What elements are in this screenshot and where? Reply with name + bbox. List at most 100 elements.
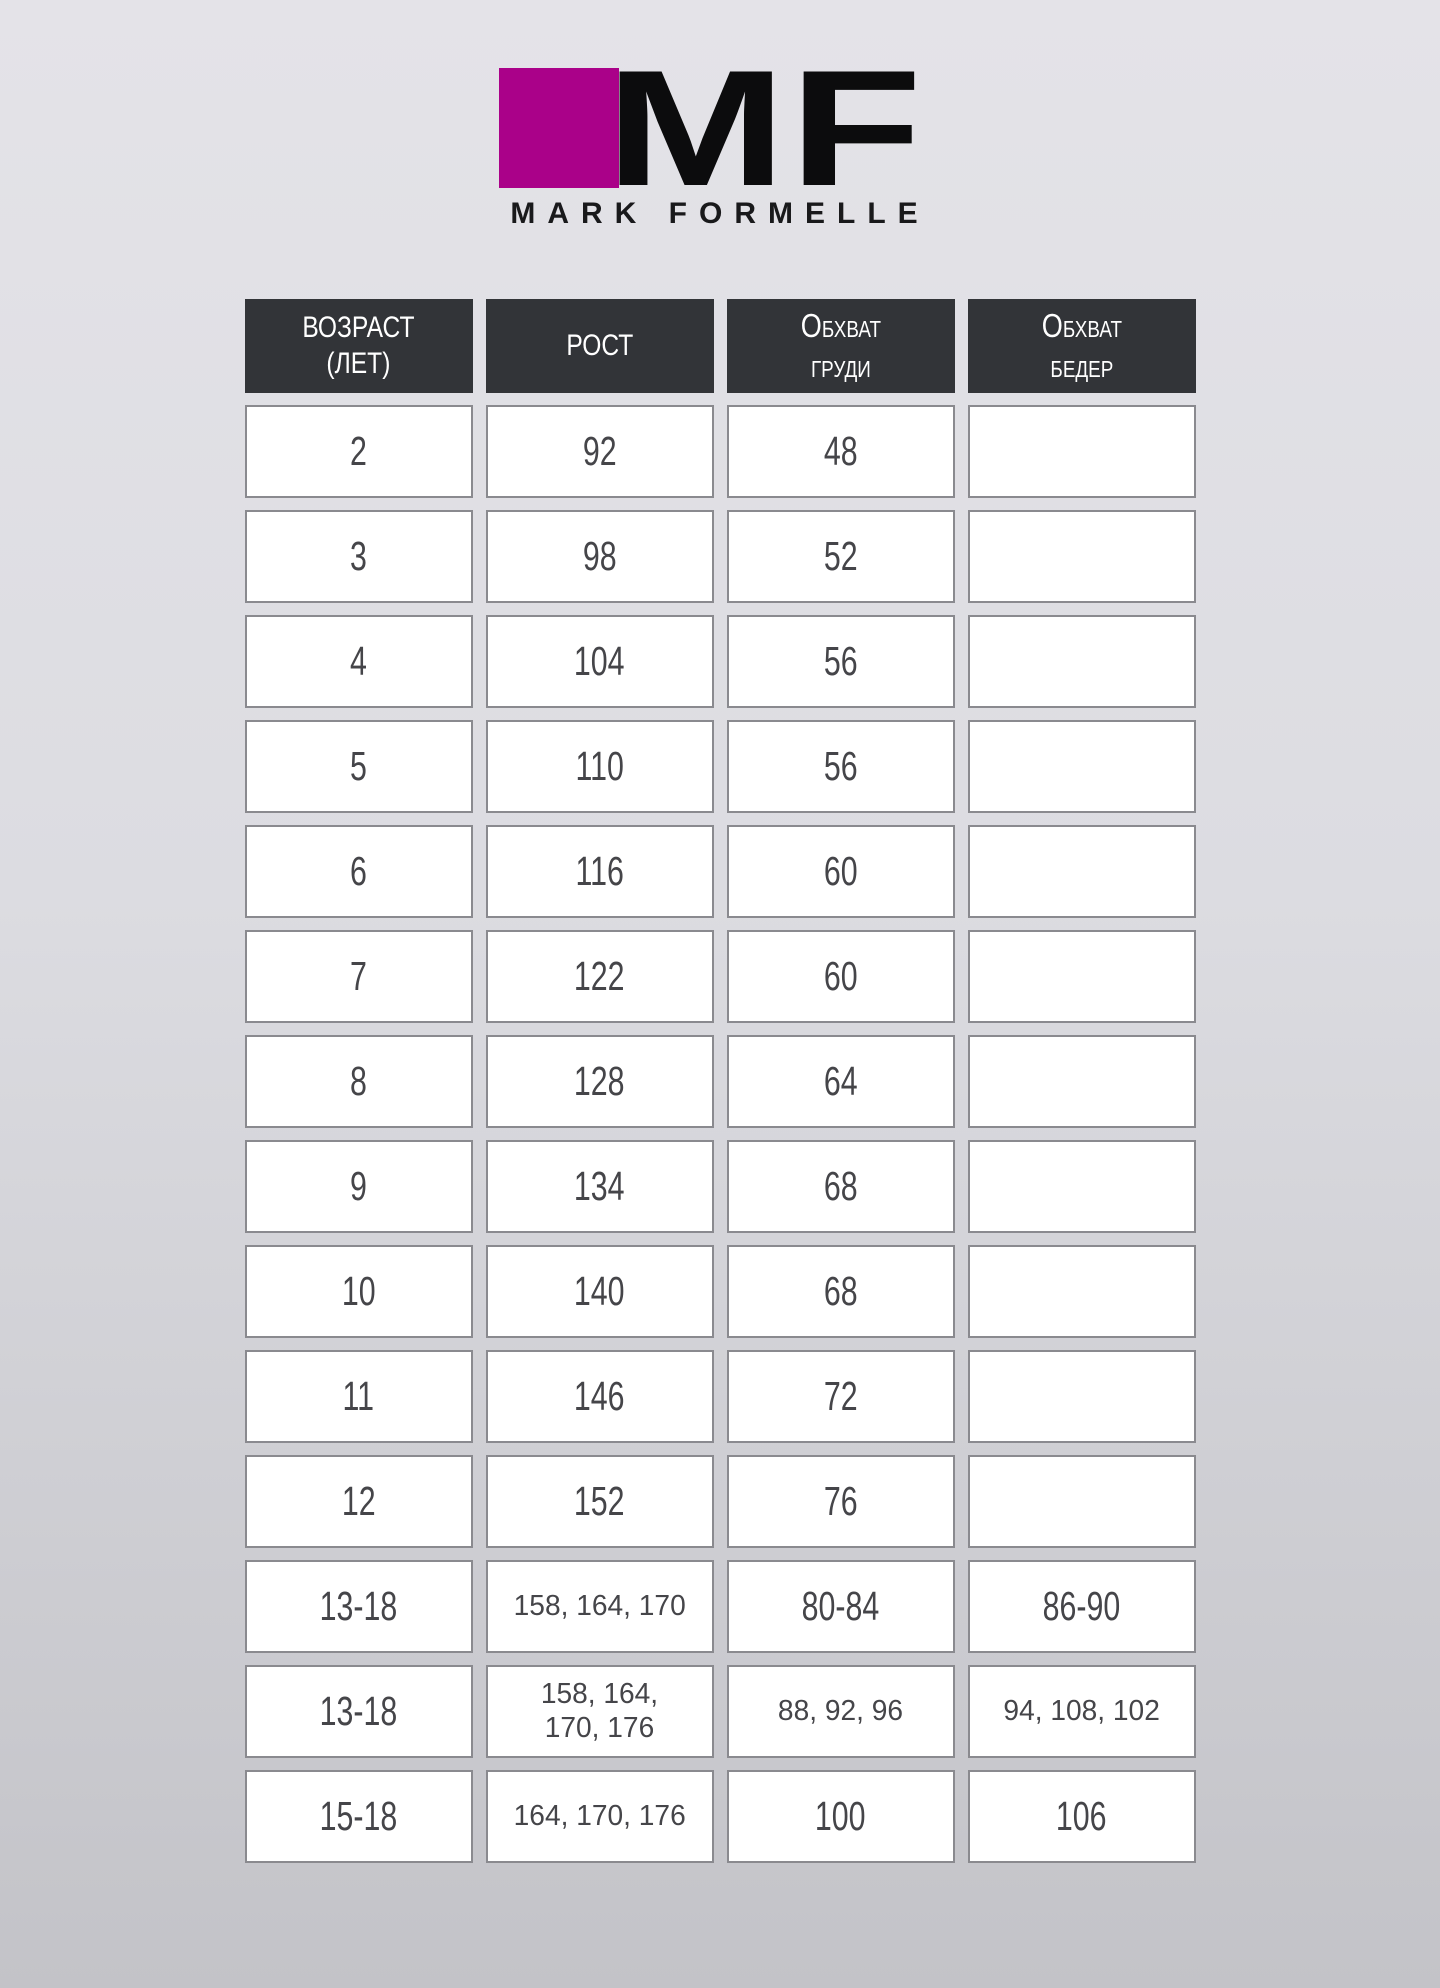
column-header-label: РОСТ [566,329,633,362]
table-cell-value: 56 [823,742,858,789]
column-header-label: ВОЗРАСТ (ЛЕТ) [302,311,415,380]
table-cell-r4-c1: 5 [244,720,473,813]
table-cell-value: 68 [823,1162,858,1209]
table-cell-value: 3 [350,532,367,579]
table-cell-r9-c4 [967,1245,1196,1338]
column-header-1: ВОЗРАСТ (ЛЕТ) [244,299,473,393]
column-header-3: Обхват груди [726,299,955,393]
table-cell-value: 164, 170, 176 [513,1799,686,1832]
table-cell-r12-c3: 80-84 [726,1560,955,1653]
table-cell-r13-c4: 94, 108, 102 [967,1665,1196,1758]
table-cell-r10-c2: 146 [485,1350,714,1443]
table-cell-r1-c1: 2 [244,405,473,498]
table-cell-r4-c2: 110 [485,720,714,813]
table-cell-value: 158, 164, 170 [513,1589,686,1622]
table-cell-value: 68 [823,1267,858,1314]
column-header-2: РОСТ [485,299,714,393]
table-cell-r6-c1: 7 [244,930,473,1023]
table-cell-r9-c1: 10 [244,1245,473,1338]
table-cell-r10-c3: 72 [726,1350,955,1443]
table-cell-value: 76 [823,1477,858,1524]
table-cell-value: 64 [823,1057,858,1104]
table-cell-value: 128 [574,1057,625,1104]
table-cell-r7-c1: 8 [244,1035,473,1128]
table-cell-value: 15-18 [319,1792,398,1839]
table-cell-value: 9 [350,1162,367,1209]
table-cell-r13-c2: 158, 164, 170, 176 [485,1665,714,1758]
table-cell-r14-c2: 164, 170, 176 [485,1770,714,1863]
table-cell-r1-c4 [967,405,1196,498]
table-cell-r9-c3: 68 [726,1245,955,1338]
table-cell-value: 122 [574,952,625,999]
table-cell-value: 86-90 [1042,1582,1121,1629]
table-cell-r8-c3: 68 [726,1140,955,1233]
table-cell-r2-c1: 3 [244,510,473,603]
table-cell-value: 60 [823,952,858,999]
table-cell-r12-c2: 158, 164, 170 [485,1560,714,1653]
table-cell-value: 98 [582,532,617,579]
table-cell-r5-c4 [967,825,1196,918]
table-cell-value: 146 [574,1372,625,1419]
table-cell-r9-c2: 140 [485,1245,714,1338]
column-header-label: Обхват бедер [1041,307,1122,384]
table-cell-r14-c3: 100 [726,1770,955,1863]
table-cell-value: 92 [582,427,617,474]
table-cell-r7-c2: 128 [485,1035,714,1128]
table-cell-r12-c1: 13-18 [244,1560,473,1653]
table-cell-value: 4 [350,637,367,684]
table-cell-value: 94, 108, 102 [1003,1694,1160,1727]
table-cell-value: 7 [350,952,367,999]
logo-row: MF [499,46,941,211]
table-cell-value: 72 [823,1372,858,1419]
logo-magenta-square-icon [499,68,619,188]
table-cell-r8-c4 [967,1140,1196,1233]
table-cell-value: 12 [341,1477,376,1524]
table-cell-r2-c3: 52 [726,510,955,603]
table-cell-r3-c4 [967,615,1196,708]
table-cell-r4-c3: 56 [726,720,955,813]
table-cell-value: 88, 92, 96 [777,1694,904,1727]
table-cell-r8-c1: 9 [244,1140,473,1233]
table-cell-r6-c2: 122 [485,930,714,1023]
table-cell-value: 110 [575,742,624,789]
table-cell-r5-c2: 116 [485,825,714,918]
table-cell-r11-c2: 152 [485,1455,714,1548]
table-cell-value: 52 [823,532,858,579]
table-cell-r12-c4: 86-90 [967,1560,1196,1653]
table-cell-r7-c4 [967,1035,1196,1128]
table-cell-value: 56 [823,637,858,684]
table-cell-r6-c4 [967,930,1196,1023]
table-cell-value: 11 [342,1372,375,1419]
table-cell-r6-c3: 60 [726,930,955,1023]
table-cell-r14-c4: 106 [967,1770,1196,1863]
table-cell-value: 13-18 [319,1687,398,1734]
table-cell-value: 80-84 [801,1582,880,1629]
brand-logo: MF MARK FORMELLE [499,46,941,231]
table-cell-value: 158, 164, 170, 176 [540,1678,659,1744]
table-cell-value: 10 [341,1267,376,1314]
table-cell-r1-c3: 48 [726,405,955,498]
table-cell-r5-c1: 6 [244,825,473,918]
table-cell-value: 100 [815,1792,866,1839]
table-cell-value: 60 [823,847,858,894]
table-cell-r1-c2: 92 [485,405,714,498]
table-cell-r3-c3: 56 [726,615,955,708]
table-cell-r2-c4 [967,510,1196,603]
table-cell-r7-c3: 64 [726,1035,955,1128]
table-cell-r11-c4 [967,1455,1196,1548]
table-cell-r4-c4 [967,720,1196,813]
table-cell-r14-c1: 15-18 [244,1770,473,1863]
table-cell-r2-c2: 98 [485,510,714,603]
table-cell-r11-c1: 12 [244,1455,473,1548]
table-cell-value: 6 [350,847,367,894]
table-cell-r13-c3: 88, 92, 96 [726,1665,955,1758]
column-header-4: Обхват бедер [967,299,1196,393]
table-cell-r13-c1: 13-18 [244,1665,473,1758]
table-cell-r10-c1: 11 [244,1350,473,1443]
table-cell-r5-c3: 60 [726,825,955,918]
brand-name: MARK FORMELLE [510,197,930,230]
table-cell-r8-c2: 134 [485,1140,714,1233]
size-chart-table: ВОЗРАСТ (ЛЕТ) РОСТ Обхват груди Обхват беде… [244,299,1196,1863]
table-cell-r10-c4 [967,1350,1196,1443]
table-cell-value: 152 [574,1477,625,1524]
